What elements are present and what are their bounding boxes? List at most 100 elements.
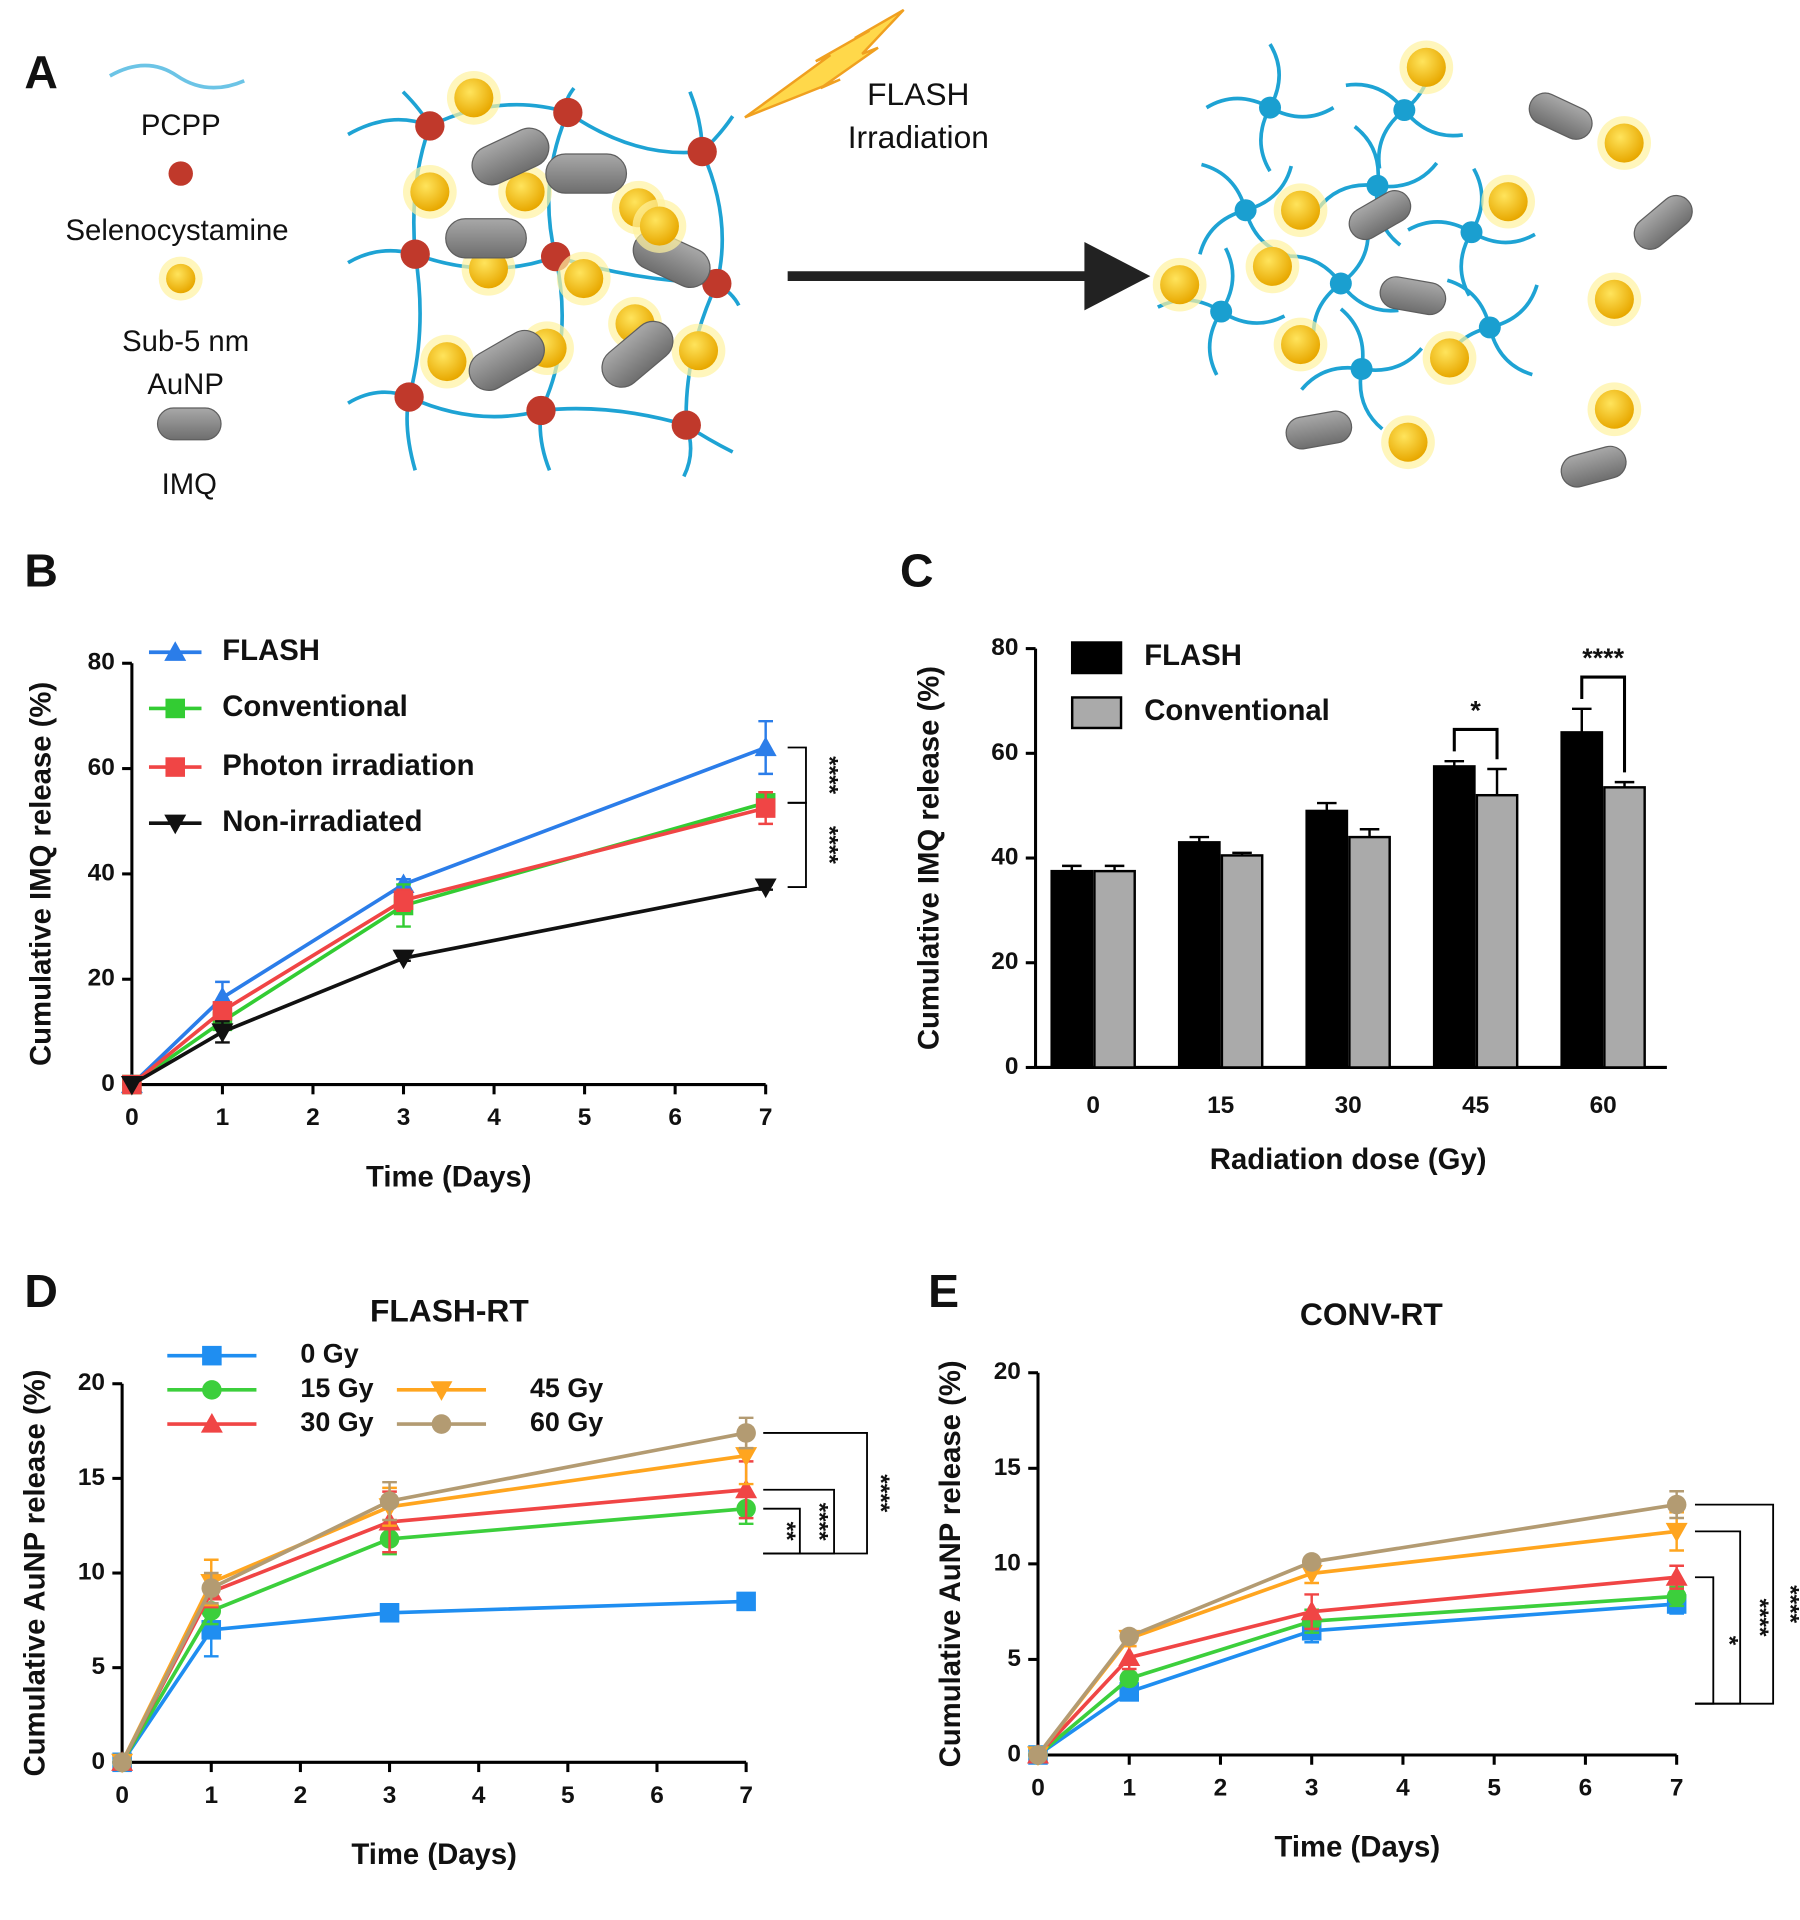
legend-label: PCPP — [141, 109, 221, 142]
y-tick-label: 20 — [991, 948, 1018, 975]
y-tick-label: 10 — [78, 1558, 105, 1585]
imq — [1348, 190, 1412, 241]
x-tick-label: 0 — [125, 1104, 139, 1131]
legend-label: IMQ — [162, 468, 217, 501]
data-point — [755, 798, 776, 818]
legend-label: Sub-5 nm — [122, 325, 249, 358]
crosslinker — [702, 268, 732, 299]
data-point — [736, 1423, 756, 1443]
legend-label: 15 Gy — [300, 1373, 373, 1403]
data-point — [1666, 1586, 1687, 1607]
significance-label: * — [1470, 695, 1481, 725]
data-point — [379, 1603, 400, 1623]
y-axis-label: Cumulative IMQ release (%) — [912, 666, 945, 1050]
data-point — [1028, 1745, 1048, 1765]
data-point — [1118, 1646, 1141, 1667]
imq — [1285, 410, 1353, 450]
y-tick-label: 20 — [88, 965, 115, 992]
data-point — [1119, 1668, 1139, 1689]
data-point — [201, 1578, 222, 1598]
y-axis-label: Cumulative AuNP release (%) — [934, 1360, 967, 1767]
legend-marker — [430, 1381, 453, 1401]
panel-label: B — [24, 544, 58, 596]
x-tick-label: 2 — [294, 1782, 308, 1809]
crosslinker — [400, 239, 430, 269]
aunp — [1488, 182, 1528, 222]
x-tick-label: 7 — [739, 1782, 753, 1809]
schematic: A PCPP Selenocystamine Sub-5 nm AuNP IMQ… — [24, 8, 1693, 501]
series-line — [120, 1506, 747, 1764]
chart-title: CONV-RT — [1300, 1296, 1443, 1332]
aunp — [410, 172, 450, 212]
aunp — [1281, 190, 1321, 230]
legend-marker — [165, 698, 186, 719]
error-bar — [1572, 707, 1592, 733]
x-axis-label: Time (Days) — [1275, 1831, 1441, 1864]
aunp — [1429, 338, 1470, 378]
panel-label: A — [24, 46, 58, 98]
bar — [1475, 793, 1519, 1069]
aunp — [1388, 422, 1428, 462]
legend-label: AuNP — [147, 368, 224, 401]
chart-title: FLASH-RT — [370, 1292, 529, 1328]
bar — [1432, 765, 1476, 1069]
aunp — [427, 342, 467, 382]
crosslinker — [526, 395, 556, 426]
y-tick-label: 80 — [88, 649, 115, 676]
data-point — [1119, 1626, 1139, 1647]
significance-label: **** — [815, 756, 842, 794]
imq — [1379, 276, 1447, 316]
data-point — [754, 878, 777, 899]
x-tick-label: 5 — [561, 1782, 575, 1809]
legend-label: Conventional — [222, 690, 408, 723]
cleaved-node — [1460, 221, 1483, 244]
y-tick-label: 0 — [91, 1748, 105, 1775]
y-axis-label: Cumulative IMQ release (%) — [24, 682, 57, 1066]
x-tick-label: 4 — [1396, 1775, 1410, 1802]
bar — [1177, 841, 1221, 1069]
crosslinker — [687, 136, 717, 167]
imq — [468, 329, 545, 391]
error-bar — [1359, 828, 1380, 838]
crosslinker — [671, 410, 701, 440]
x-tick-label: 1 — [216, 1104, 230, 1131]
aunp — [1594, 389, 1634, 429]
significance-bracket — [787, 801, 807, 888]
x-tick-label: 7 — [759, 1104, 773, 1131]
imq — [1560, 445, 1627, 488]
annotation: FLASH — [867, 76, 969, 112]
x-tick-label: 3 — [383, 1782, 397, 1809]
bar — [1050, 869, 1094, 1069]
aunp — [1406, 47, 1446, 87]
data-point — [754, 736, 777, 757]
error-bar — [1317, 801, 1337, 811]
aunp — [166, 263, 196, 294]
legend-label: 30 Gy — [300, 1407, 373, 1437]
imq — [1633, 194, 1693, 250]
y-tick-label: 15 — [994, 1454, 1021, 1481]
aunp — [1160, 265, 1200, 305]
data-point — [212, 1001, 233, 1021]
data-point — [1665, 1522, 1688, 1543]
legend-marker — [431, 1414, 452, 1434]
crosslinker — [394, 382, 424, 412]
x-tick-label: 45 — [1462, 1092, 1489, 1119]
significance-label: **** — [1746, 1599, 1773, 1637]
y-tick-label: 80 — [991, 634, 1018, 661]
cleaved-node — [1329, 272, 1352, 295]
crosslinker — [415, 111, 445, 141]
y-tick-label: 5 — [1007, 1645, 1021, 1672]
data-point — [120, 1076, 143, 1096]
aunp — [1252, 246, 1292, 286]
aunp — [505, 172, 545, 212]
legend-label: Selenocystamine — [66, 214, 289, 247]
legend-label: Non-irradiated — [222, 805, 422, 838]
x-tick-label: 30 — [1335, 1092, 1362, 1119]
x-tick-label: 6 — [668, 1104, 682, 1131]
panel-label: E — [928, 1265, 959, 1317]
crosslinker — [553, 97, 583, 128]
y-tick-label: 20 — [994, 1358, 1021, 1385]
y-tick-label: 60 — [88, 754, 115, 781]
y-tick-label: 10 — [994, 1549, 1021, 1576]
aunp — [1594, 279, 1634, 319]
